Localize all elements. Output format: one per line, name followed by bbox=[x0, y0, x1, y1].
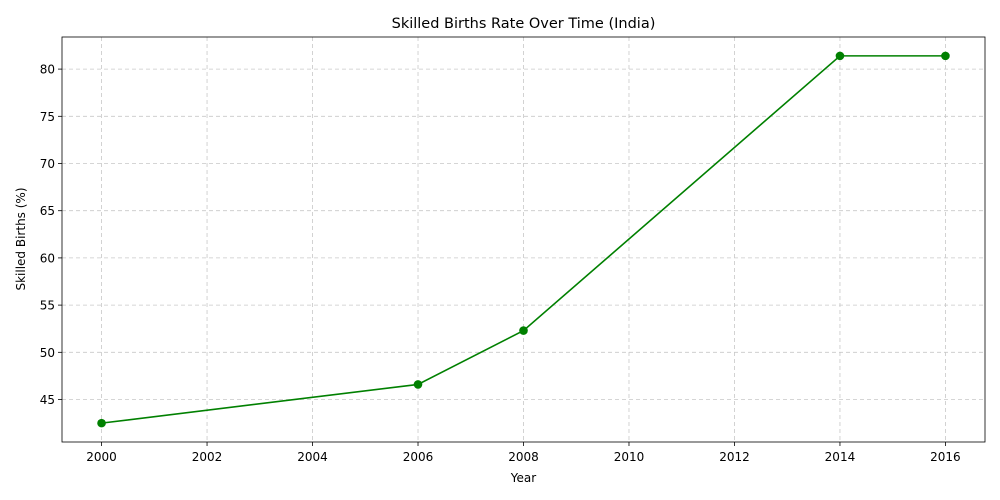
x-tick-label: 2016 bbox=[930, 450, 961, 464]
y-tick-label: 75 bbox=[40, 110, 55, 124]
plot-area-frame bbox=[61, 36, 986, 443]
data-point bbox=[413, 380, 423, 389]
y-tick-label: 50 bbox=[40, 346, 55, 360]
grid bbox=[62, 37, 985, 442]
y-tick-label: 65 bbox=[40, 204, 55, 218]
y-tick-label: 45 bbox=[40, 393, 55, 407]
x-tick-label: 2010 bbox=[614, 450, 645, 464]
data-point bbox=[835, 51, 845, 61]
y-tick-label: 55 bbox=[40, 299, 55, 313]
x-axis: 2000 2002 2004 2006 2008 2010 2012 2014 2016 bbox=[86, 442, 961, 464]
x-axis-label: Year bbox=[510, 471, 536, 485]
chart-title: Skilled Births Rate Over Time (India) bbox=[392, 16, 656, 32]
data-point bbox=[519, 326, 528, 335]
y-tick-label: 80 bbox=[40, 63, 55, 77]
y-axis-label: Skilled Births (%) bbox=[14, 187, 28, 290]
data-point bbox=[941, 51, 950, 61]
x-tick-label: 2006 bbox=[403, 450, 434, 464]
x-tick-label: 2000 bbox=[86, 450, 117, 464]
data-series bbox=[97, 51, 950, 428]
x-tick-label: 2008 bbox=[508, 450, 539, 464]
y-tick-label: 70 bbox=[40, 157, 55, 171]
x-tick-label: 2014 bbox=[825, 450, 856, 464]
x-tick-label: 2004 bbox=[297, 450, 328, 464]
data-point bbox=[97, 418, 106, 428]
y-axis: 45 50 55 60 65 70 75 80 bbox=[40, 63, 62, 407]
y-tick-label: 60 bbox=[40, 251, 55, 265]
x-tick-label: 2002 bbox=[192, 450, 223, 464]
x-tick-label: 2012 bbox=[719, 450, 750, 464]
